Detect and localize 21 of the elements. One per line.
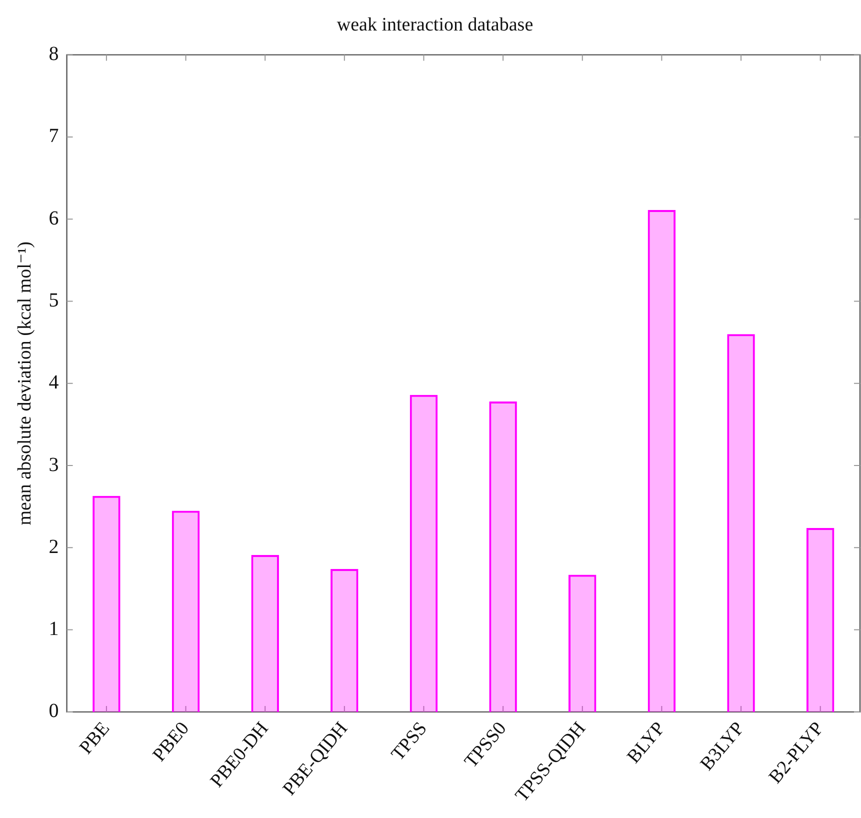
y-tick-label: 5	[48, 289, 59, 312]
bar	[172, 510, 200, 712]
bar	[92, 496, 120, 712]
y-tick-label: 6	[48, 207, 59, 230]
bar	[648, 210, 676, 712]
y-tick-label: 8	[48, 43, 59, 66]
bar	[330, 569, 358, 712]
y-tick-label: 3	[48, 454, 59, 476]
y-axis-title: mean absolute deviation (kcal mol⁻¹)	[14, 241, 36, 526]
y-tick-label: 2	[48, 536, 59, 558]
bar	[489, 401, 517, 712]
y-tick-label: 7	[48, 125, 59, 148]
y-tick-label: 4	[48, 372, 59, 394]
bar	[806, 528, 834, 712]
chart-title: weak interaction database	[336, 14, 534, 36]
y-tick-label: 1	[48, 618, 59, 640]
bar	[410, 394, 438, 712]
bar	[568, 574, 596, 712]
bar	[251, 555, 279, 712]
bar	[727, 334, 755, 712]
y-tick-label: 0	[48, 700, 59, 722]
